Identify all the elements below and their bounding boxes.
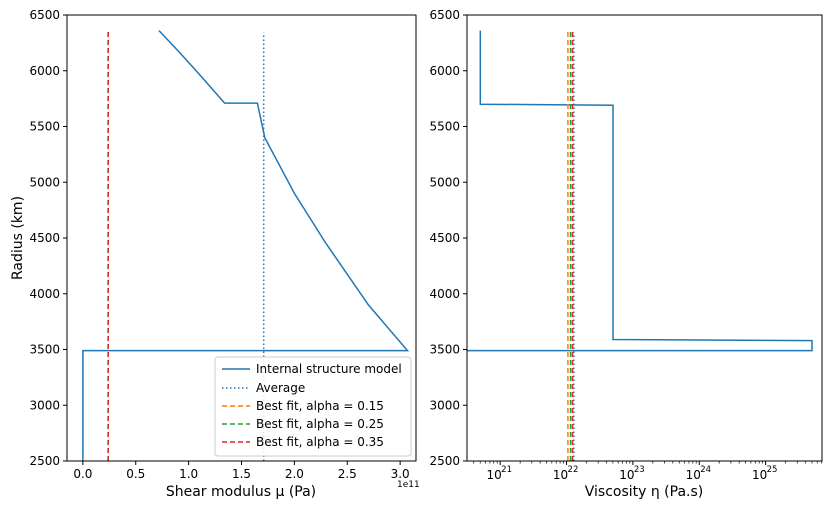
right-y-tick-label-3: 4000 (429, 287, 460, 301)
left-x-tick-label-5: 2.5 (338, 467, 357, 481)
right-series-0 (467, 30, 813, 352)
left-y-tick-label-0: 2500 (29, 454, 60, 468)
legend-label-alpha-015: Best fit, alpha = 0.15 (256, 399, 384, 413)
right-y-ticks: 2500 3000 3500 4000 4500 5000 5500 6000 6500 (429, 8, 467, 468)
left-y-tick-label-7: 6000 (29, 64, 60, 78)
legend-entry-average: Average (222, 381, 305, 395)
right-y-tick-label-6: 5500 (429, 120, 460, 134)
right-x-tick-exponent-1: 22 (568, 465, 579, 475)
right-axes-frame (466, 14, 823, 462)
shear-modulus-panel: 0.0 0.5 1.0 1.5 2.0 2.5 3.0 2500 3000 3500 4000 45… (10, 8, 420, 500)
left-y-axis-label: Radius (km) (10, 196, 26, 280)
legend-label-alpha-035: Best fit, alpha = 0.35 (256, 435, 384, 449)
left-y-tick-label-6: 5500 (29, 120, 60, 134)
left-y-ticks: 2500 3000 3500 4000 4500 5000 5500 6000 6500 (29, 8, 67, 468)
left-y-tick-label-4: 4500 (29, 231, 60, 245)
left-y-tick-label-8: 6500 (29, 8, 60, 22)
legend-entry-alpha-025: Best fit, alpha = 0.25 (222, 417, 384, 431)
right-y-tick-label-5: 5000 (429, 175, 460, 189)
right-y-tick-label-8: 6500 (429, 8, 460, 22)
left-x-tick-label-0: 0.0 (73, 467, 92, 481)
right-x-tick-exponent-3: 24 (700, 465, 711, 475)
left-y-tick-label-1: 3000 (29, 398, 60, 412)
left-x-tick-label-4: 2.0 (285, 467, 304, 481)
legend-label-model: Internal structure model (256, 362, 402, 376)
right-x-tick-label-1: 10 (553, 468, 568, 482)
left-y-tick-label-2: 3500 (29, 343, 60, 357)
viscosity-panel: 10 21 10 22 10 23 10 24 10 25 2500300035004000450… (429, 8, 823, 500)
right-x-tick-exponent-4: 25 (767, 465, 778, 475)
legend-entry-alpha-035: Best fit, alpha = 0.35 (222, 435, 384, 449)
left-x-tick-label-1: 0.5 (126, 467, 145, 481)
legend-box (214, 356, 412, 457)
legend-entry-model: Internal structure model (222, 362, 402, 376)
left-series-0 (82, 30, 410, 461)
right-x-axis-label: Viscosity η (Pa.s) (585, 484, 704, 500)
right-x-tick-label-4: 10 (752, 468, 767, 482)
left-x-tick-label-3: 1.5 (232, 467, 251, 481)
left-x-axis-label: Shear modulus μ (Pa) (166, 484, 316, 500)
legend: Internal structure model Average Best fi… (214, 356, 412, 457)
left-x-ticks: 0.0 0.5 1.0 1.5 2.0 2.5 3.0 (73, 461, 410, 481)
right-y-tick-label-1: 3000 (429, 398, 460, 412)
left-x-tick-label-6: 3.0 (391, 467, 410, 481)
legend-entry-alpha-015: Best fit, alpha = 0.15 (222, 399, 384, 413)
right-x-tick-exponent-0: 21 (501, 465, 512, 475)
right-y-tick-label-2: 3500 (429, 343, 460, 357)
viscosity-plot-area (467, 30, 813, 461)
right-y-tick-label-7: 6000 (429, 64, 460, 78)
left-x-tick-label-2: 1.0 (179, 467, 198, 481)
left-x-offset-label: 1e11 (397, 480, 420, 490)
right-x-tick-exponent-2: 23 (634, 465, 645, 475)
left-y-tick-label-5: 5000 (29, 175, 60, 189)
legend-label-average: Average (256, 381, 305, 395)
right-y-tick-label-4: 4500 (429, 231, 460, 245)
right-x-tick-label-0: 10 (487, 468, 502, 482)
right-x-tick-label-3: 10 (686, 468, 701, 482)
right-x-tick-label-2: 10 (619, 468, 634, 482)
right-y-tick-label-0: 2500 (429, 454, 460, 468)
left-y-tick-label-3: 4000 (29, 287, 60, 301)
legend-label-alpha-025: Best fit, alpha = 0.25 (256, 417, 384, 431)
right-x-ticks: 10 21 10 22 10 23 10 24 10 25 (473, 461, 823, 482)
shear-modulus-plot-area (82, 30, 410, 461)
